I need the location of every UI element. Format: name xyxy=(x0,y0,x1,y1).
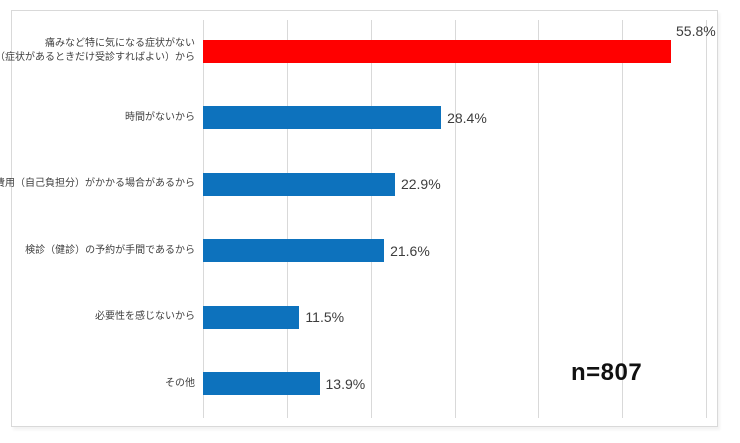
gridline-40 xyxy=(538,20,540,418)
gridline-50 xyxy=(622,20,624,418)
category-label-6: その他 xyxy=(165,377,195,391)
value-label-4: 21.6% xyxy=(390,242,430,259)
category-label-line: 費用（自己負担分）がかかる場合があるから xyxy=(0,178,195,189)
value-label-5: 11.5% xyxy=(305,309,345,325)
sample-size-label: n=807 xyxy=(571,359,643,386)
bar-5 xyxy=(203,305,300,329)
value-label-3: 22.9% xyxy=(400,176,441,192)
bar-4 xyxy=(203,239,385,262)
category-label-2: 時間がないから xyxy=(125,111,195,125)
category-label-line: 痛みなど特に気になる症状がない xyxy=(45,38,195,49)
chart-panel xyxy=(11,10,718,427)
category-label-3: 費用（自己負担分）がかかる場合があるから xyxy=(0,177,195,191)
gridline-30 xyxy=(454,20,456,418)
category-label-line: 必要性を感じないから xyxy=(95,311,195,322)
value-label-2: 28.4% xyxy=(447,109,487,126)
category-label-1: 痛みなど特に気になる症状がない （症状があるときだけ受診すればよい）から xyxy=(0,37,195,65)
gridline-20 xyxy=(370,20,372,418)
category-label-5: 必要性を感じないから xyxy=(95,310,195,324)
value-label-6: 13.9% xyxy=(325,375,366,392)
category-label-line: （症状があるときだけ受診すればよい）から xyxy=(0,52,195,63)
gridline-0 xyxy=(203,20,204,418)
category-label-4: 検診（健診）の予約が手間であるから xyxy=(25,244,195,258)
value-label-1: 55.8% xyxy=(676,23,716,39)
category-label-line: 時間がないから xyxy=(125,111,195,123)
bar-2 xyxy=(203,106,442,129)
bar-3 xyxy=(203,172,395,196)
bar-1 xyxy=(203,39,671,63)
category-label-line: 検診（健診）の予約が手間であるから xyxy=(25,244,195,256)
bar-6 xyxy=(203,372,320,395)
gridline-10 xyxy=(286,20,288,418)
gridline-60 xyxy=(706,20,707,418)
category-label-line: その他 xyxy=(165,377,195,389)
